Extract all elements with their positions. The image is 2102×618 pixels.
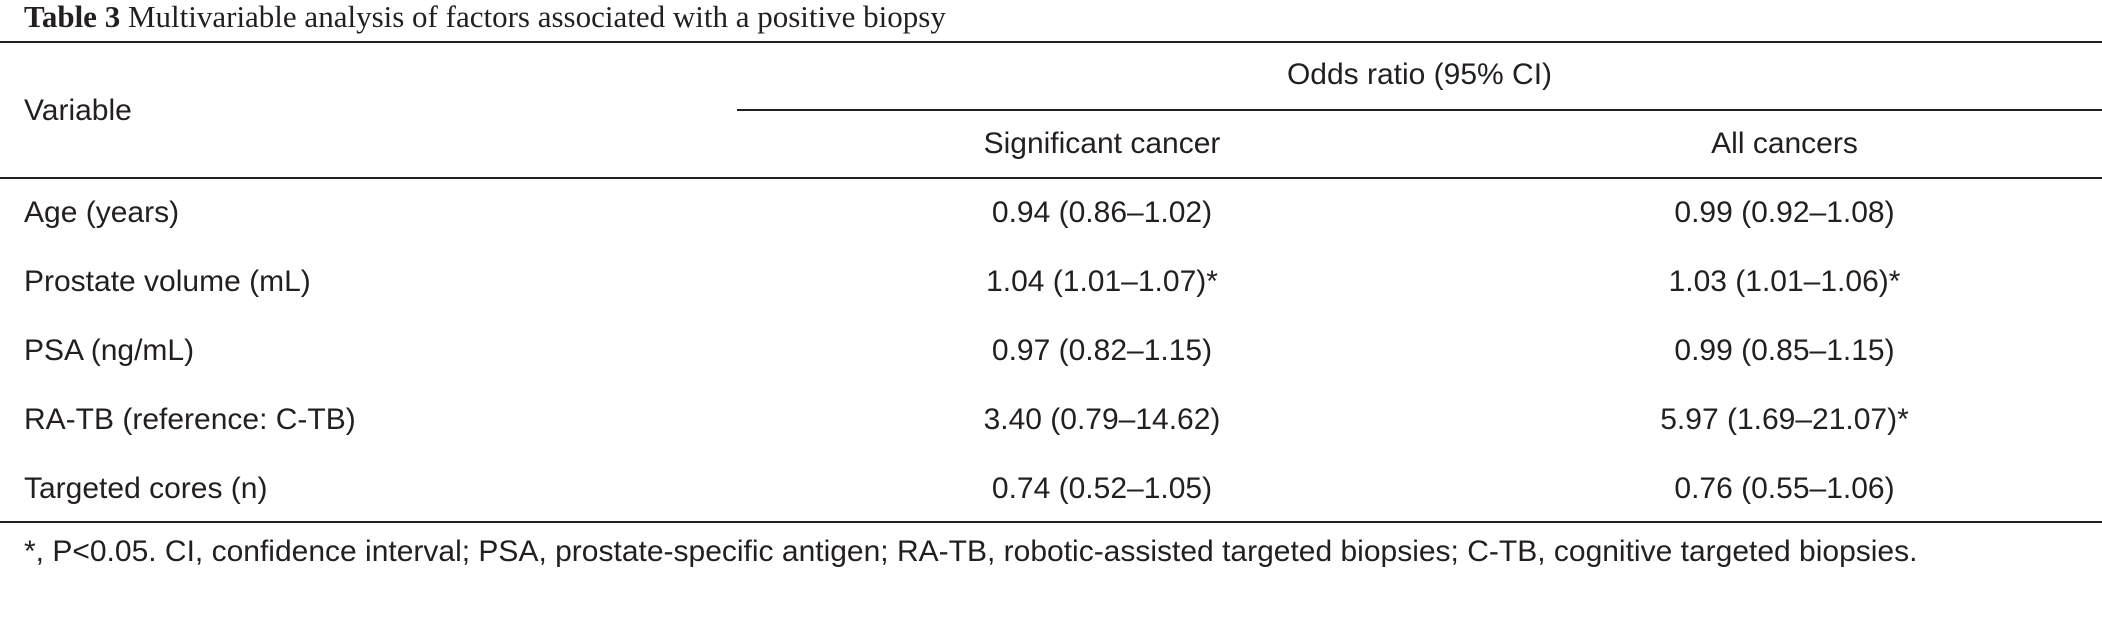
table-caption: Table 3 Multivariable analysis of factor… [24,0,946,40]
header-variable: Variable [24,94,132,127]
row-variable: Targeted cores (n) [24,472,268,505]
header-odds-ratio: Odds ratio (95% CI) [1286,58,1553,91]
header-all-cancers: All cancers [1711,127,1858,160]
row-variable: PSA (ng/mL) [24,334,195,367]
table-caption-label: Table 3 [24,0,121,34]
header-rule [0,177,2102,179]
header-significant-cancer: Significant cancer [983,127,1221,160]
row-significant-value: 0.94 (0.86–1.02) [991,196,1213,229]
group-rule [737,109,2102,111]
row-all-value: 1.03 (1.01–1.06)* [1668,265,1901,298]
row-significant-value: 0.74 (0.52–1.05) [991,472,1213,505]
row-significant-value: 0.97 (0.82–1.15) [991,334,1213,367]
bottom-rule [0,521,2102,523]
row-variable: Age (years) [24,196,180,229]
top-rule [0,41,2102,43]
row-all-value: 0.99 (0.85–1.15) [1674,334,1895,367]
row-all-value: 0.99 (0.92–1.08) [1674,196,1895,229]
row-significant-value: 1.04 (1.01–1.07)* [986,265,1218,298]
table-footnote: *, P<0.05. CI, confidence interval; PSA,… [24,535,1918,568]
table-caption-text: Multivariable analysis of factors associ… [127,0,946,34]
row-significant-value: 3.40 (0.79–14.62) [983,403,1221,436]
row-all-value: 5.97 (1.69–21.07)* [1660,403,1909,436]
row-variable: RA-TB (reference: C-TB) [24,403,356,436]
row-all-value: 0.76 (0.55–1.06) [1674,472,1895,505]
row-variable: Prostate volume (mL) [24,265,311,298]
